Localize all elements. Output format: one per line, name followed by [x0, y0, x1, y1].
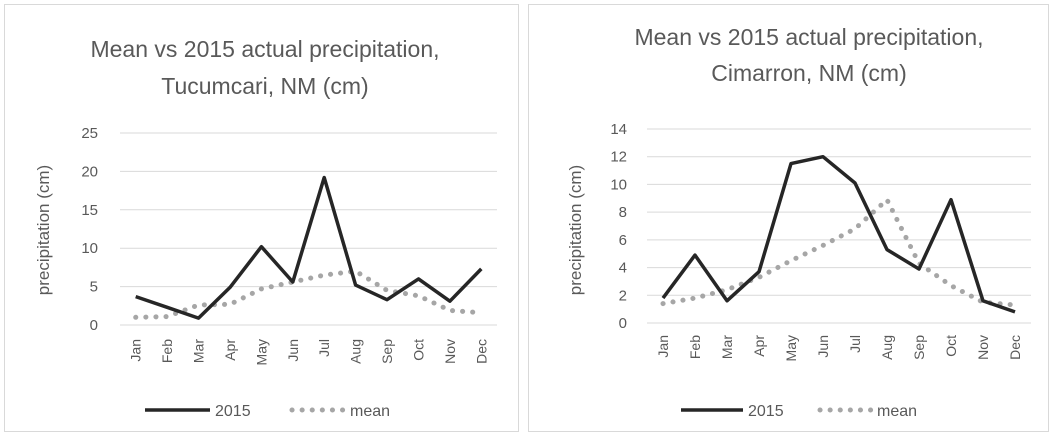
x-tick-label: May [783, 335, 799, 361]
y-tick-label: 14 [610, 121, 627, 138]
y-tick-label: 8 [619, 204, 627, 221]
chart-panel-cimarron: Mean vs 2015 actual precipitation, Cimarr… [528, 4, 1049, 432]
y-tick-label: 20 [81, 163, 98, 180]
y-tick-label: 5 [90, 279, 98, 296]
y-tick-label: 2 [619, 287, 627, 304]
legend-label-mean: mean [350, 403, 390, 420]
y-tick-label: 25 [81, 125, 98, 142]
x-tick-label: Nov [975, 335, 991, 360]
legend-label-mean: mean [877, 403, 917, 420]
y-axis-label: precipitation (cm) [566, 165, 585, 295]
chart-title-line: Mean vs 2015 actual precipitation, [634, 24, 983, 50]
x-tick-label: Feb [159, 339, 175, 363]
chart-title-line: Cimarron, NM (cm) [711, 60, 907, 86]
x-tick-label: Apr [222, 339, 238, 361]
x-tick-label: Jun [815, 335, 831, 358]
x-tick-label: May [253, 339, 269, 365]
x-tick-label: Feb [687, 335, 703, 359]
series-line-2015 [661, 154, 1016, 314]
y-tick-label: 4 [619, 260, 627, 277]
chart-cimarron: Mean vs 2015 actual precipitation, Cimarr… [566, 24, 1031, 420]
y-tick-label: 10 [81, 240, 98, 257]
y-tick-label: 10 [610, 176, 627, 193]
x-tick-label: Mar [191, 339, 207, 363]
chart-tucumcari: Mean vs 2015 actual precipitation, Tucumc… [34, 36, 497, 420]
y-tick-label: 0 [619, 315, 627, 332]
x-tick-label: Sep [379, 339, 395, 364]
x-tick-label: Jul [847, 335, 863, 353]
x-tick-label: Nov [442, 339, 458, 364]
y-tick-label: 0 [90, 317, 98, 334]
x-tick-label: Jan [655, 335, 671, 358]
x-tick-label: Aug [348, 339, 364, 364]
x-tick-label: Mar [719, 335, 735, 359]
x-tick-label: Jul [316, 339, 332, 357]
series-line-mean [133, 268, 484, 320]
chart-panel-tucumcari: Mean vs 2015 actual precipitation, Tucumc… [4, 4, 519, 432]
y-tick-label: 6 [619, 232, 627, 249]
x-tick-label: Jan [128, 339, 144, 362]
x-tick-label: Sep [911, 335, 927, 360]
x-tick-label: Oct [410, 339, 426, 361]
chart-title-line: Mean vs 2015 actual precipitation, [90, 36, 439, 62]
y-tick-label: 12 [610, 149, 627, 166]
legend-label-2015: 2015 [748, 403, 784, 420]
x-tick-label: Aug [879, 335, 895, 360]
chart-title-line: Tucumcari, NM (cm) [161, 73, 368, 99]
x-tick-label: Apr [751, 335, 767, 357]
y-axis-label: precipitation (cm) [34, 165, 53, 295]
x-tick-label: Dec [1007, 335, 1023, 360]
x-tick-label: Jun [285, 339, 301, 362]
y-tick-label: 15 [81, 202, 98, 219]
x-tick-label: Dec [473, 339, 489, 364]
legend-label-2015: 2015 [215, 403, 251, 420]
series-line-2015 [135, 175, 483, 320]
x-tick-label: Oct [943, 335, 959, 357]
series-line-mean [660, 197, 1018, 308]
